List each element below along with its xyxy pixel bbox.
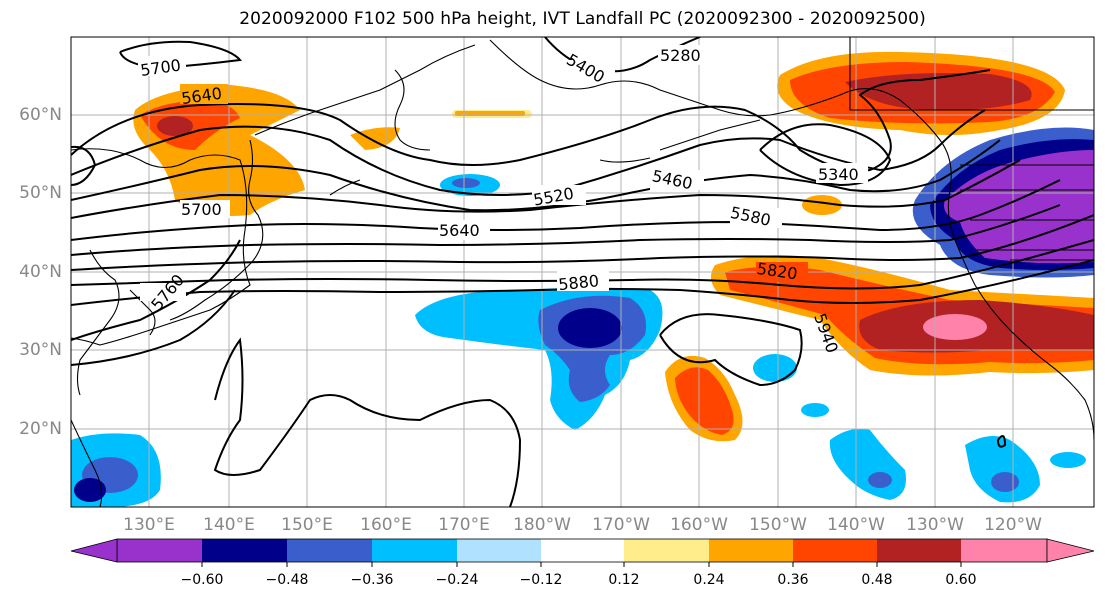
contour-label: 5640 — [439, 221, 480, 240]
lon-label: 170°W — [592, 515, 650, 535]
colorbar-tick-label: 0.36 — [777, 572, 809, 588]
contour-label: 5880 — [557, 271, 599, 294]
contour-label: 5280 — [660, 46, 701, 65]
map-title: 2020092000 F102 500 hPa height, IVT Land… — [239, 9, 926, 29]
lat-label: 50°N — [19, 183, 62, 203]
lat-label: 60°N — [19, 105, 62, 125]
colorbar-tick-label: −0.36 — [350, 572, 394, 588]
colorbar-tick-label: −0.24 — [435, 572, 479, 588]
colorbar-tick-label: 0.12 — [608, 572, 640, 588]
lon-label: 150°E — [281, 515, 333, 535]
colorbar-tick-label: 0.60 — [945, 572, 977, 588]
lon-label: 130°W — [906, 515, 964, 535]
lon-label: 140°W — [827, 515, 885, 535]
lat-label: 20°N — [19, 419, 62, 439]
lon-label: 180°W — [513, 515, 571, 535]
contour-labels: 5700 5640 5700 5760 5280 5340 5460 5520 … — [138, 45, 868, 356]
colorbar-tick-label: −0.12 — [519, 572, 563, 588]
map-frame — [70, 36, 1095, 508]
contour-label: 5400 — [563, 50, 608, 87]
colorbar-tick-label: 0.48 — [861, 572, 893, 588]
colorbar-tick-label: 0.24 — [693, 572, 725, 588]
lon-label: 130°E — [123, 515, 175, 535]
contour-label: 5340 — [818, 165, 859, 184]
lat-label: 30°N — [19, 340, 62, 360]
lon-label: 170°E — [438, 515, 490, 535]
lon-label: 120°W — [984, 515, 1042, 535]
contour-label: 5700 — [181, 200, 222, 219]
lon-label: 150°W — [749, 515, 807, 535]
lon-label: 160°E — [360, 515, 412, 535]
lat-label: 40°N — [19, 262, 62, 282]
lon-label: 140°E — [203, 515, 255, 535]
lon-label: 160°W — [670, 515, 728, 535]
colorbar-tick-label: −0.60 — [180, 572, 224, 588]
colorbar-tick-label: −0.48 — [265, 572, 309, 588]
